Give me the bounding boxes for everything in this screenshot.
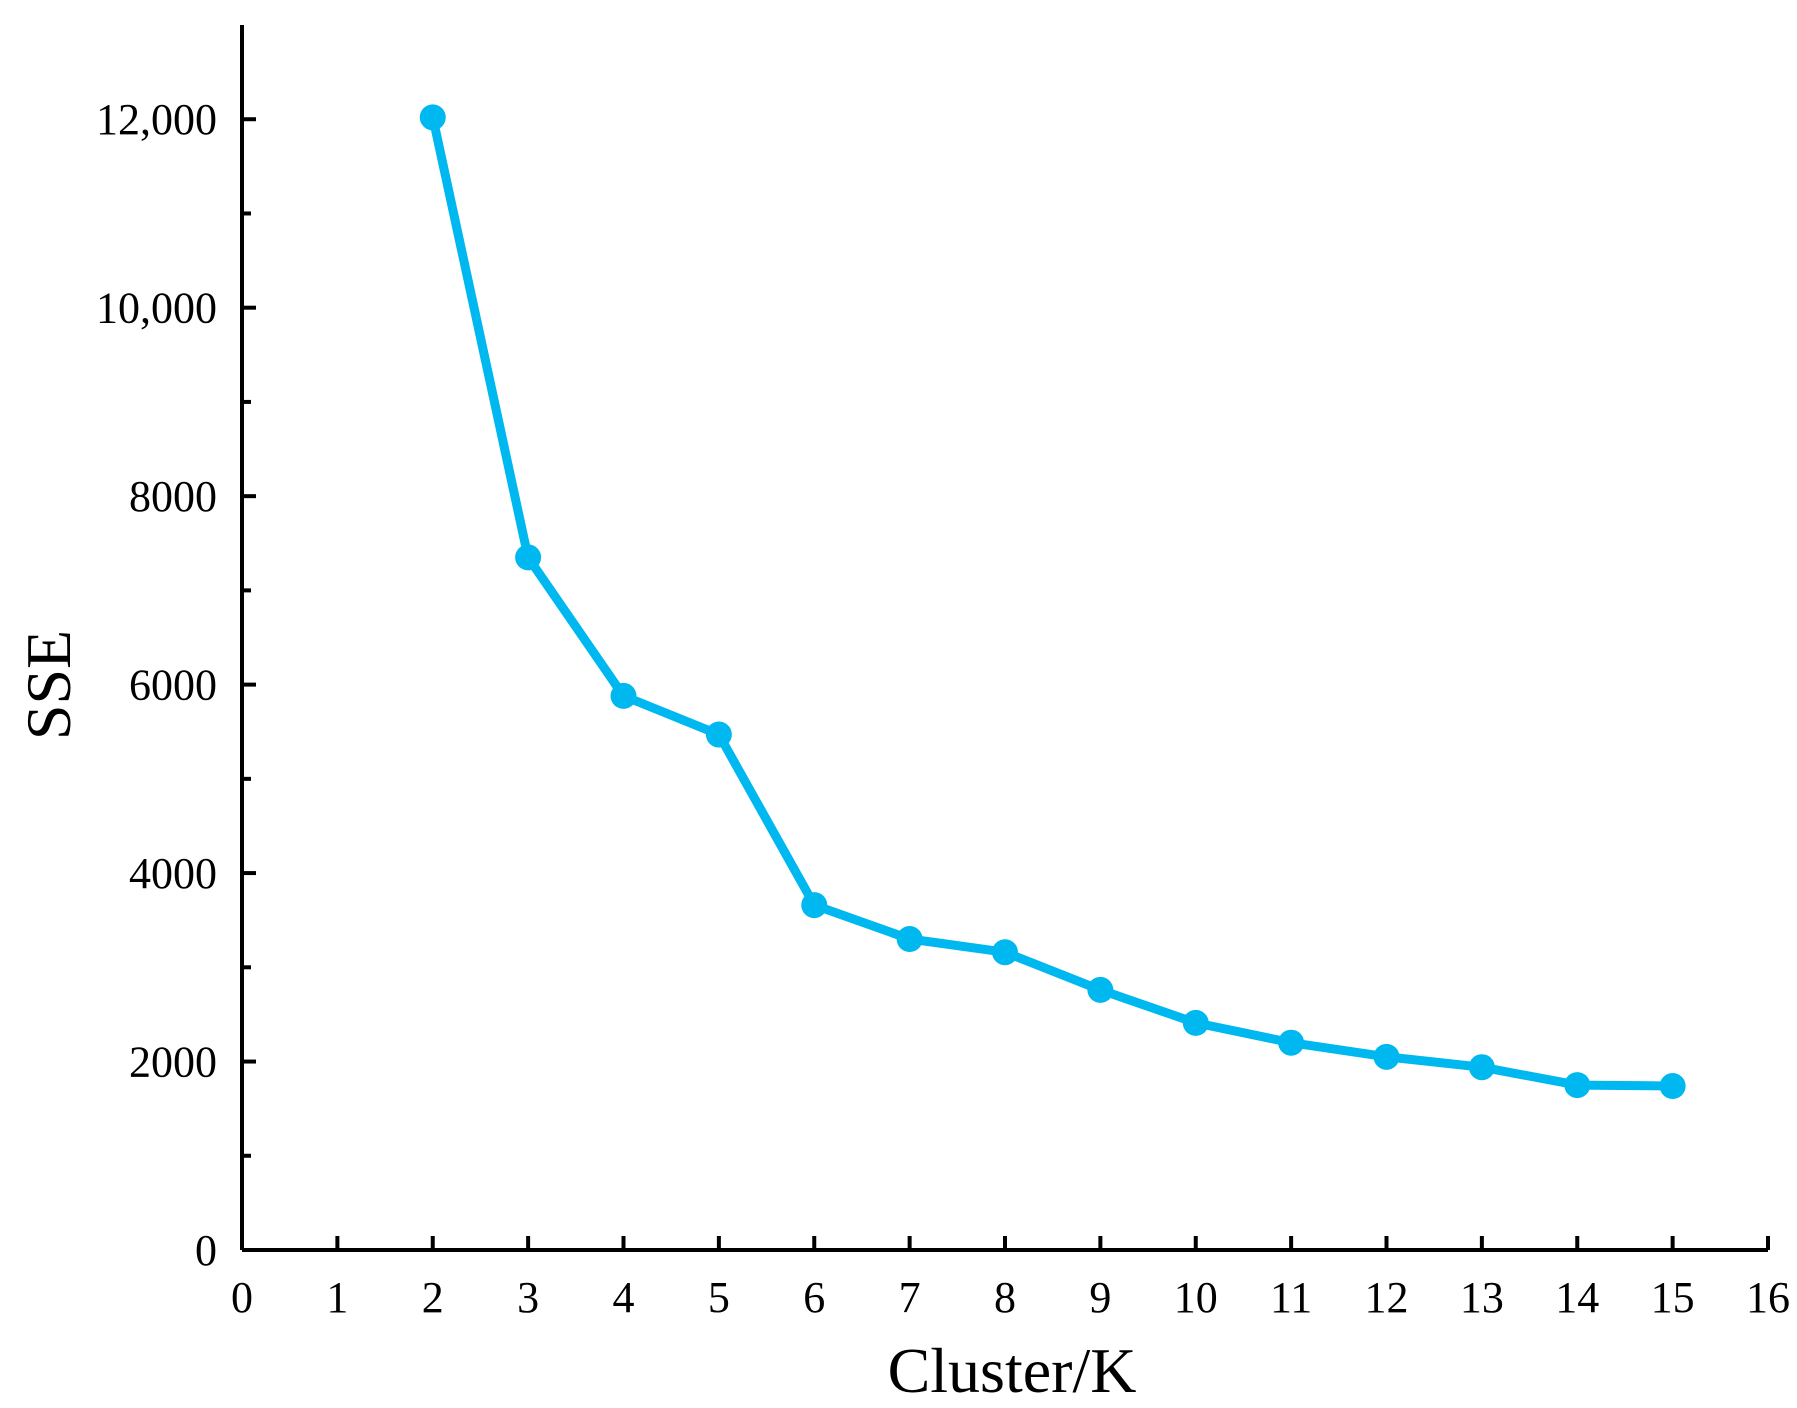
- y-tick-label: 12,000: [96, 95, 217, 144]
- y-tick-label: 8000: [129, 472, 217, 521]
- y-tick-label: 10,000: [96, 284, 217, 333]
- data-point: [801, 892, 828, 919]
- data-point: [1278, 1029, 1305, 1056]
- data-point: [1182, 1009, 1209, 1036]
- y-axis-title: SSE: [13, 630, 84, 740]
- x-tick-label: 7: [899, 1273, 921, 1322]
- y-tick-label: 6000: [129, 661, 217, 710]
- series-layer: [419, 104, 1686, 1100]
- x-tick-label: 3: [517, 1273, 539, 1322]
- x-tick-label: 10: [1174, 1273, 1218, 1322]
- y-tick-label: 2000: [129, 1038, 217, 1087]
- data-point: [1087, 976, 1114, 1003]
- series-line: [428, 112, 1678, 1091]
- data-point: [1373, 1043, 1400, 1070]
- data-point: [1659, 1073, 1686, 1100]
- data-point: [1468, 1054, 1495, 1081]
- x-tick-label: 6: [803, 1273, 825, 1322]
- data-point: [896, 926, 923, 953]
- y-tick-label: 0: [195, 1226, 217, 1275]
- x-tick-label: 5: [708, 1273, 730, 1322]
- x-tick-label: 12: [1365, 1273, 1409, 1322]
- data-point: [705, 721, 732, 748]
- axes: 0 1 2 3 4 5 6 7 8 9 10 11 12 13 14 15 160200040006000800…: [96, 25, 1790, 1322]
- x-axis-title: Cluster/K: [888, 1335, 1137, 1406]
- x-tick-label: 8: [994, 1273, 1016, 1322]
- x-tick-label: 11: [1270, 1273, 1312, 1322]
- data-point: [1564, 1072, 1591, 1099]
- x-tick-label: 9: [1089, 1273, 1111, 1322]
- x-tick-label: 13: [1460, 1273, 1504, 1322]
- data-point: [992, 939, 1018, 966]
- x-tick-label: 14: [1555, 1273, 1599, 1322]
- x-tick-label: 15: [1651, 1273, 1695, 1322]
- x-tick-label: 1: [326, 1273, 348, 1322]
- x-tick-label: 4: [613, 1273, 635, 1322]
- x-tick-label: 2: [422, 1273, 444, 1322]
- y-tick-label: 4000: [129, 849, 217, 898]
- x-tick-label: 16: [1746, 1273, 1790, 1322]
- data-point: [515, 544, 542, 571]
- data-point: [610, 682, 637, 709]
- data-point: [419, 104, 446, 131]
- x-tick-label: 0: [231, 1273, 253, 1322]
